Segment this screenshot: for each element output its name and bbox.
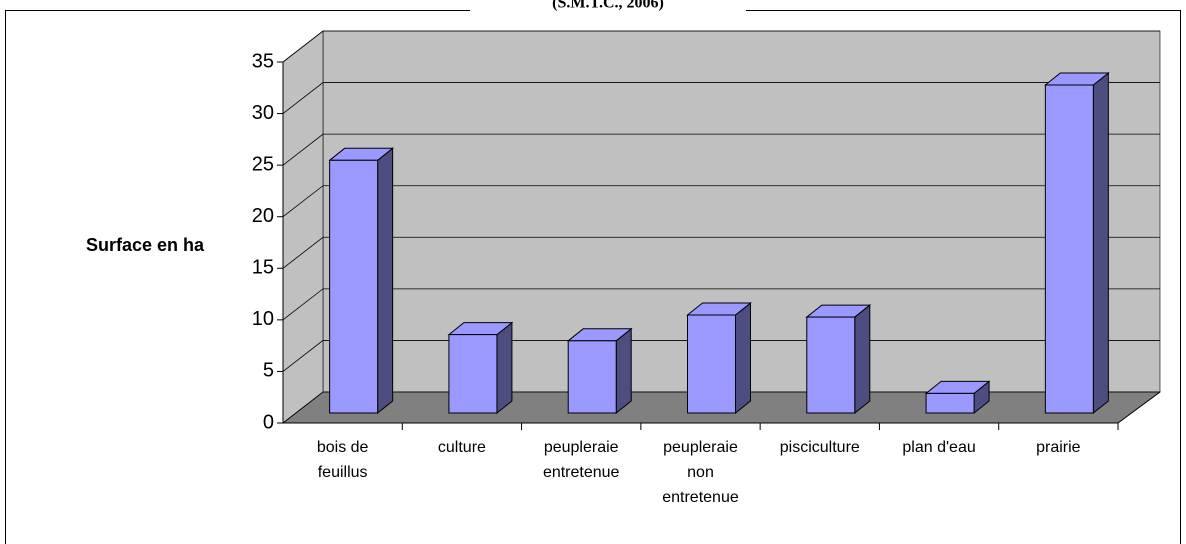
bar-side	[377, 147, 394, 415]
bar-side	[1092, 71, 1109, 415]
x-tick-label: prairie	[1036, 439, 1081, 456]
x-tick-label: pisciculture	[779, 439, 860, 456]
y-axis-label: Surface en ha	[86, 235, 205, 255]
grid-line	[282, 30, 1160, 63]
side-wall	[282, 30, 324, 424]
y-tick-label: 35	[252, 50, 274, 72]
grid-line	[282, 82, 1160, 114]
y-tick-label: 15	[252, 257, 274, 279]
x-tick-label: bois de feuillus	[316, 439, 369, 481]
bar	[448, 334, 498, 414]
y-tick-label: 10	[252, 308, 274, 330]
bar-side	[615, 327, 632, 415]
chart-title: (S.M.T.C., 2006)	[552, 0, 664, 12]
bar	[806, 316, 856, 414]
x-tick-label: culture	[437, 439, 486, 456]
bar	[925, 392, 975, 414]
grid-line	[282, 185, 1160, 218]
grid-line	[282, 236, 1160, 269]
bar	[687, 314, 736, 414]
bar	[1044, 84, 1094, 414]
bar-side	[496, 321, 513, 415]
y-tick-label: 0	[263, 411, 274, 433]
y-tick-label: 20	[252, 205, 274, 227]
floor-edge	[1117, 391, 1161, 424]
bar-side	[735, 301, 751, 415]
grid-line	[282, 340, 1160, 372]
grid-line	[282, 288, 1160, 321]
bar	[567, 340, 617, 414]
bar-side	[854, 304, 871, 415]
y-tick-label: 30	[252, 102, 274, 124]
y-tick-label: 25	[252, 153, 274, 175]
title-background	[470, 0, 746, 16]
grid-line	[282, 391, 1160, 424]
grid-line	[282, 133, 1160, 166]
x-tick-label: peupleraie non entretenue	[662, 439, 739, 506]
y-tick-label: 5	[263, 360, 274, 382]
x-tick-label: plan d'eau	[902, 439, 976, 456]
bar	[329, 159, 379, 414]
x-tick-label: peupleraie entretenue	[542, 439, 620, 481]
